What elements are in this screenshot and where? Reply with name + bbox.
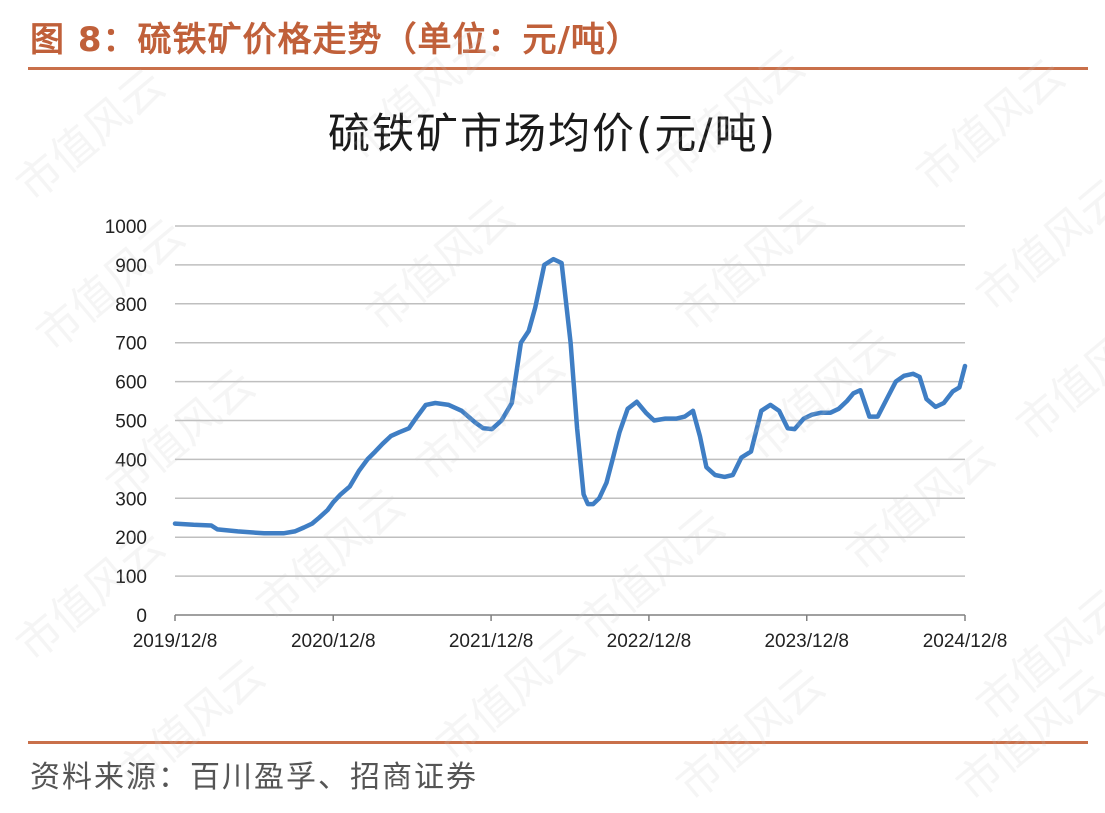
x-tick-label: 2023/12/8 (764, 631, 849, 652)
chart-title: 硫铁矿市场均价(元/吨) (328, 109, 777, 158)
x-tick-label: 2019/12/8 (133, 631, 218, 652)
x-tick-label: 2024/12/8 (923, 631, 1008, 652)
source-note: 资料来源：百川盈孚、招商证券 (30, 760, 478, 795)
y-tick-label: 100 (115, 567, 147, 588)
y-tick-labels: 0 100 200 300 400 500 600 700 800 900 1000 (105, 217, 147, 627)
figure-title: 图 8：硫铁矿价格走势（单位：元/吨） (30, 20, 641, 60)
x-tick-label: 2020/12/8 (291, 631, 376, 652)
y-tick-label: 300 (115, 489, 147, 510)
x-tick-label: 2022/12/8 (607, 631, 692, 652)
y-tick-label: 1000 (105, 217, 147, 238)
y-tick-label: 800 (115, 295, 147, 316)
y-tick-label: 700 (115, 334, 147, 355)
y-tick-label: 400 (115, 450, 147, 471)
series-line (172, 256, 968, 536)
y-tick-label: 0 (136, 606, 147, 627)
y-tick-label: 600 (115, 373, 147, 394)
y-tick-label: 900 (115, 256, 147, 277)
series-layer (172, 256, 968, 536)
bottom-divider (28, 741, 1088, 744)
x-tick-label: 2021/12/8 (449, 631, 534, 652)
top-divider (28, 67, 1088, 70)
x-axis: 2019/12/8 2020/12/8 2021/12/8 2022/12/8 2023… (133, 614, 1008, 652)
y-tick-label: 200 (115, 528, 147, 549)
y-tick-label: 500 (115, 412, 147, 433)
